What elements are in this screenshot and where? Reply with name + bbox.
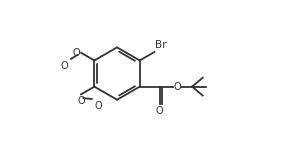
Text: O: O	[156, 106, 163, 116]
Text: O: O	[73, 48, 80, 58]
Text: O: O	[77, 96, 85, 106]
Text: O: O	[174, 82, 181, 92]
Text: O: O	[60, 61, 68, 71]
Text: O: O	[94, 101, 102, 111]
Text: Br: Br	[155, 40, 167, 50]
